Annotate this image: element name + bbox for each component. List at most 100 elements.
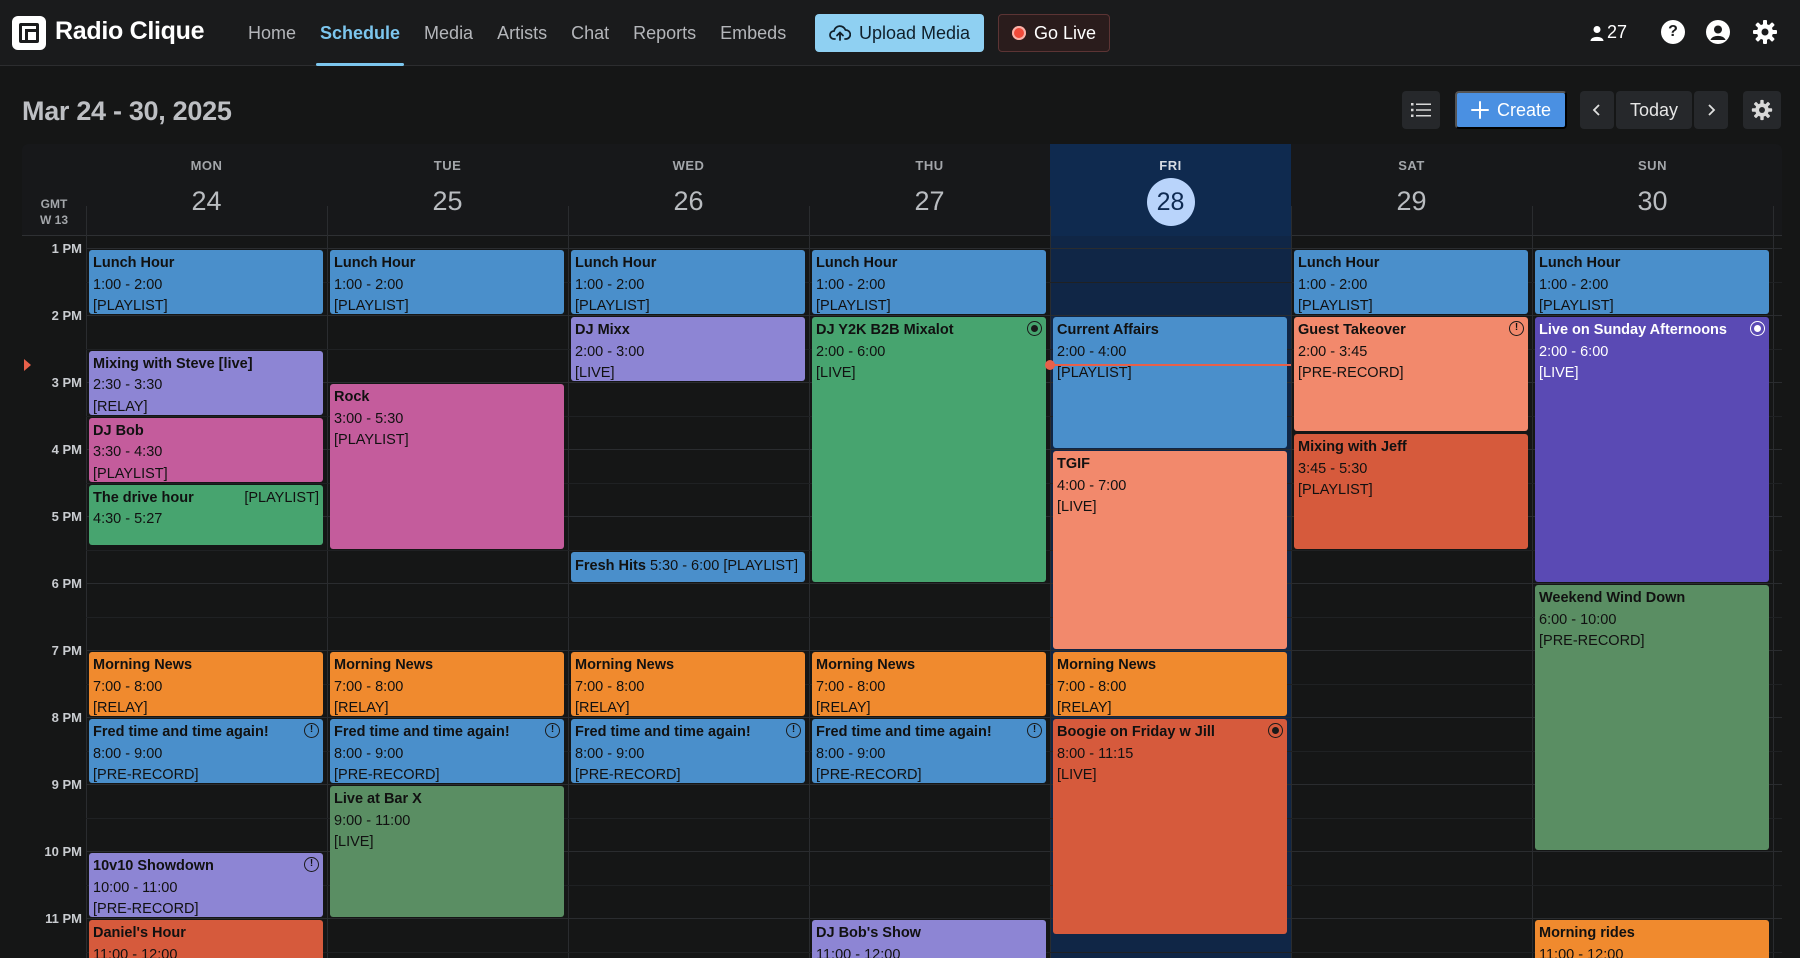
event-source-type: [PRE-RECORD] [816, 767, 922, 783]
event-time: 11:00 - 12:00 [93, 946, 178, 958]
schedule-event[interactable]: Boogie on Friday w Jill 8:00 - 11:15 [LIVE… [1053, 719, 1287, 934]
day-header-fri[interactable]: FRI 28 [1050, 144, 1291, 236]
day-name: THU [915, 158, 944, 173]
week-number-label: W 13 [39, 213, 68, 227]
schedule-event[interactable]: DJ Bob 3:30 - 4:30 [PLAYLIST] [89, 417, 323, 482]
event-time: 3:00 - 5:30 [334, 410, 404, 427]
user-account-icon[interactable] [1706, 20, 1730, 44]
help-icon[interactable]: ? [1661, 20, 1685, 44]
schedule-event[interactable]: Daniel's Hour 11:00 - 12:00 [89, 920, 323, 958]
event-time: 2:00 - 4:00 [1057, 343, 1127, 360]
schedule-event[interactable]: Morning News 7:00 - 8:00 [RELAY] [571, 652, 805, 716]
event-time: 8:00 - 11:15 [1057, 745, 1134, 762]
schedule-event[interactable]: Rock 3:00 - 5:30 [PLAYLIST] [330, 384, 564, 549]
schedule-event[interactable]: Lunch Hour 1:00 - 2:00 [PLAYLIST] [1294, 250, 1528, 314]
calendar-settings-button[interactable] [1743, 91, 1781, 129]
schedule-event[interactable]: Live on Sunday Afternoons 2:00 - 6:00 [LIV… [1535, 317, 1769, 582]
schedule-event[interactable]: Morning News 7:00 - 8:00 [RELAY] [89, 652, 323, 716]
day-divider [1532, 206, 1533, 958]
event-title: Morning News [575, 657, 675, 673]
hour-label: 4 PM [51, 442, 82, 457]
nav-item-reports[interactable]: Reports [633, 22, 697, 43]
event-source-type: [LIVE] [575, 365, 615, 381]
event-time: 3:45 - 5:30 [1298, 460, 1368, 477]
event-title: Mixing with Steve [live] [93, 355, 253, 372]
listener-count[interactable]: 27 [1590, 22, 1627, 43]
event-time: 6:00 - 10:00 [1539, 611, 1617, 628]
schedule-event[interactable]: Live at Bar X 9:00 - 11:00 [LIVE] [330, 786, 564, 917]
event-source-type: [PRE-RECORD] [575, 767, 681, 783]
schedule-event[interactable]: Lunch Hour 1:00 - 2:00 [PLAYLIST] [571, 250, 805, 314]
radio-clique-logo[interactable] [12, 16, 46, 50]
schedule-event[interactable]: Fred time and time again! 8:00 - 9:00 [PRE… [330, 719, 564, 783]
day-name: MON [190, 158, 223, 173]
schedule-event[interactable]: Guest Takeover 2:00 - 3:45 [PRE-RECORD]! [1294, 317, 1528, 432]
schedule-event[interactable]: Mixing with Steve [live] 2:30 - 3:30 [RELA… [89, 350, 323, 415]
schedule-event[interactable]: 10v10 Showdown 10:00 - 11:00 [PRE-RECORD]! [89, 853, 323, 917]
schedule-event[interactable]: Lunch Hour 1:00 - 2:00 [PLAYLIST] [330, 250, 564, 314]
day-date-number: 25 [432, 186, 463, 216]
go-live-button[interactable]: Go Live [998, 14, 1110, 52]
schedule-event[interactable]: Current Affairs 2:00 - 4:00 [PLAYLIST] [1053, 317, 1287, 448]
warning-icon: ! [1509, 321, 1524, 336]
schedule-event[interactable]: Fred time and time again! 8:00 - 9:00 [PRE… [571, 719, 805, 783]
event-title: 10v10 Showdown [93, 858, 214, 874]
schedule-event[interactable]: Lunch Hour 1:00 - 2:00 [PLAYLIST] [89, 250, 323, 314]
day-header-mon[interactable]: MON 24 [86, 144, 327, 236]
event-time: 2:00 - 3:45 [1298, 343, 1368, 360]
nav-item-media[interactable]: Media [424, 22, 474, 43]
day-header-sat[interactable]: SAT 29 [1291, 144, 1532, 236]
schedule-event[interactable]: TGIF 4:00 - 7:00 [LIVE] [1053, 451, 1287, 649]
event-title: Morning News [93, 657, 193, 673]
day-date-number: 24 [191, 186, 222, 216]
event-time: 5:30 - 6:00 [649, 557, 720, 574]
schedule-event[interactable]: Morning News 7:00 - 8:00 [RELAY] [812, 652, 1046, 716]
event-time: 8:00 - 9:00 [816, 745, 886, 762]
settings-gear-icon[interactable] [1752, 19, 1778, 45]
today-button[interactable]: Today [1616, 91, 1692, 129]
schedule-event[interactable]: Mixing with Jeff 3:45 - 5:30 [PLAYLIST] [1294, 434, 1528, 549]
schedule-event[interactable]: Fred time and time again! 8:00 - 9:00 [PRE… [89, 719, 323, 783]
event-title: Morning News [816, 657, 916, 673]
hour-gridline [86, 583, 1782, 584]
previous-week-button[interactable] [1580, 91, 1614, 129]
event-title: Fred time and time again! [93, 724, 269, 740]
schedule-event[interactable]: The drive hour 4:30 - 5:27 [PLAYLIST] [89, 484, 323, 546]
schedule-event[interactable]: DJ Y2K B2B Mixalot 2:00 - 6:00 [LIVE] [812, 317, 1046, 582]
schedule-event[interactable]: DJ Bob's Show 11:00 - 12:00 [812, 920, 1046, 958]
day-header-tue[interactable]: TUE 25 [327, 144, 568, 236]
next-week-button[interactable] [1694, 91, 1728, 129]
schedule-event[interactable]: Weekend Wind Down 6:00 - 10:00 [PRE-RECORD… [1535, 585, 1769, 850]
nav-item-embeds[interactable]: Embeds [720, 22, 787, 43]
list-view-button[interactable] [1402, 91, 1440, 129]
schedule-event[interactable]: Lunch Hour 1:00 - 2:00 [PLAYLIST] [812, 250, 1046, 314]
upload-media-button[interactable]: Upload Media [815, 14, 984, 52]
schedule-event[interactable]: DJ Mixx 2:00 - 3:00 [LIVE] [571, 317, 805, 381]
day-date: 27 [809, 186, 1050, 217]
list-icon [1411, 103, 1431, 117]
schedule-event[interactable]: Morning rides 11:00 - 12:00 [1535, 920, 1769, 958]
event-title: Morning rides [1539, 925, 1635, 941]
nav-item-chat[interactable]: Chat [571, 22, 610, 43]
create-button[interactable]: Create [1455, 91, 1567, 129]
schedule-event[interactable]: Fresh Hits 5:30 - 6:00 [PLAYLIST] [571, 551, 805, 582]
day-header-wed[interactable]: WED 26 [568, 144, 809, 236]
day-date: 28 [1050, 178, 1291, 226]
day-header-sun[interactable]: SUN 30 [1532, 144, 1773, 236]
event-source-type: [PLAYLIST] [334, 298, 409, 314]
hour-gridline [86, 650, 1782, 651]
nav-item-artists[interactable]: Artists [497, 22, 548, 43]
nav-item-schedule[interactable]: Schedule [308, 0, 412, 66]
schedule-event[interactable]: Lunch Hour 1:00 - 2:00 [PLAYLIST] [1535, 250, 1769, 314]
brand-name[interactable]: Radio Clique [55, 17, 205, 45]
warning-icon: ! [1027, 723, 1042, 738]
schedule-event[interactable]: Morning News 7:00 - 8:00 [RELAY] [330, 652, 564, 716]
day-header-thu[interactable]: THU 27 [809, 144, 1050, 236]
day-divider [1050, 206, 1051, 958]
event-time: 2:00 - 6:00 [816, 343, 886, 360]
day-divider [86, 206, 87, 958]
schedule-event[interactable]: Fred time and time again! 8:00 - 9:00 [PRE… [812, 719, 1046, 783]
event-title: Live on Sunday Afternoons [1539, 322, 1727, 338]
schedule-event[interactable]: Morning News 7:00 - 8:00 [RELAY] [1053, 652, 1287, 716]
nav-item-home[interactable]: Home [248, 22, 297, 43]
